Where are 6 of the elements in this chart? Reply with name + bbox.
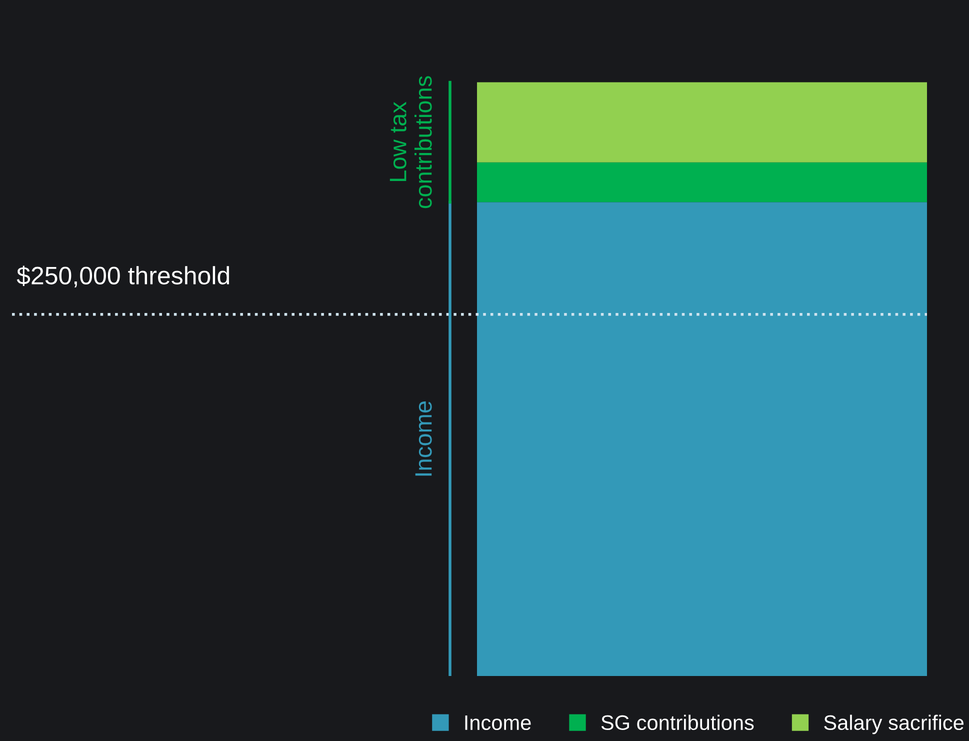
legend-label: SG contributions [601,714,754,730]
text: Low tax contributions [390,76,432,208]
legend-label: Salary sacrifice [824,714,964,734]
ref-line-label: $250,000 threshold [16,266,230,288]
legend-label: Income [465,716,531,730]
text: Income [415,401,432,476]
